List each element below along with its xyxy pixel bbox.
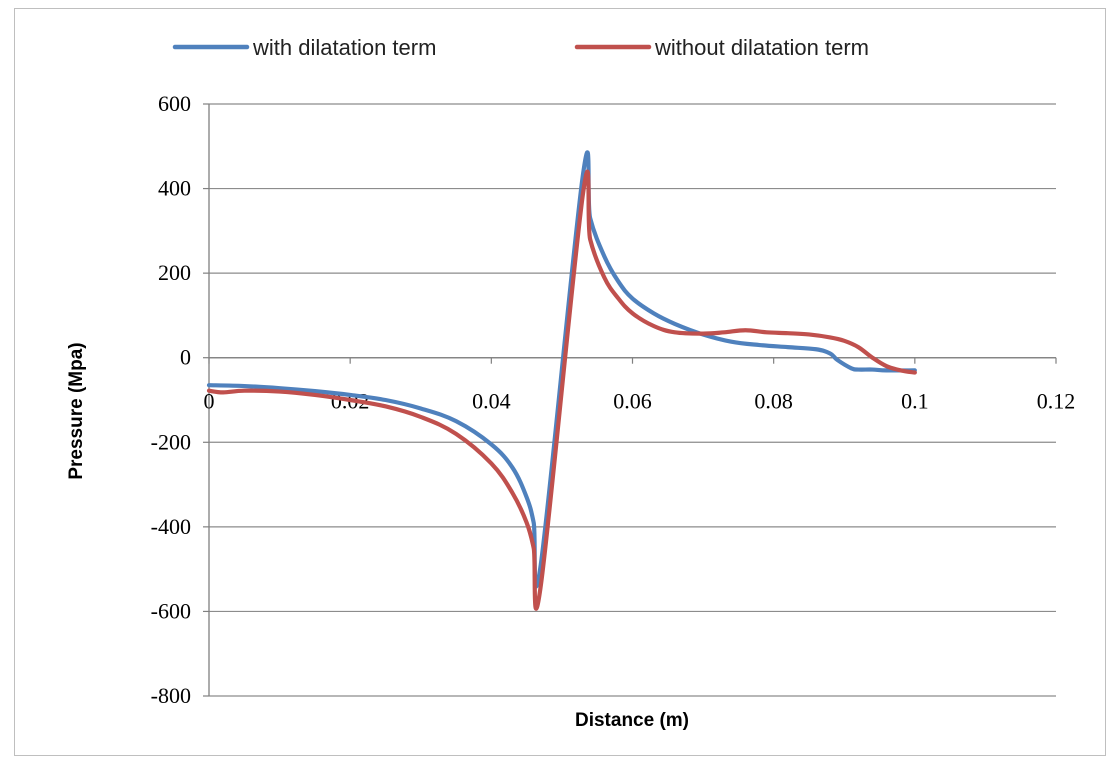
y-tick-label-7: -800	[151, 683, 191, 708]
x-tick-label-4: 0.08	[754, 389, 793, 414]
y-axis-label: Pressure (Mpa)	[66, 342, 87, 479]
y-tick-labels: 600 400 200 0 -200 -400 -600 -800	[151, 91, 191, 708]
y-tick-label-6: -600	[151, 598, 191, 623]
y-tick-label-0: 600	[158, 91, 191, 116]
y-tick-label-1: 400	[158, 176, 191, 201]
chart-frame: 600 400 200 0 -200 -400 -600 -800 0 0.02 0.04 0.06…	[14, 8, 1106, 756]
series-line-0	[206, 150, 917, 589]
x-tick-label-5: 0.1	[901, 389, 929, 414]
x-tick-label-2: 0.04	[472, 389, 511, 414]
x-tick-label-6: 0.12	[1037, 389, 1076, 414]
y-tick-label-4: -200	[151, 429, 191, 454]
legend-label-0: with dilatation term	[252, 35, 436, 60]
x-tick-label-3: 0.06	[613, 389, 652, 414]
y-tick-label-2: 200	[158, 260, 191, 285]
series-line-1	[206, 169, 917, 611]
x-axis-label: Distance (m)	[575, 710, 689, 731]
y-tick-label-5: -400	[151, 514, 191, 539]
y-tick-label-3: 0	[180, 345, 191, 370]
x-tick-labels: 0 0.02 0.04 0.06 0.08 0.1 0.12	[204, 389, 1076, 414]
series-lines	[206, 150, 917, 611]
legend-label-1: without dilatation term	[654, 35, 869, 60]
legend: with dilatation term without dilatation t…	[172, 35, 869, 60]
x-tick-label-0: 0	[204, 389, 215, 414]
axes	[203, 103, 1057, 697]
